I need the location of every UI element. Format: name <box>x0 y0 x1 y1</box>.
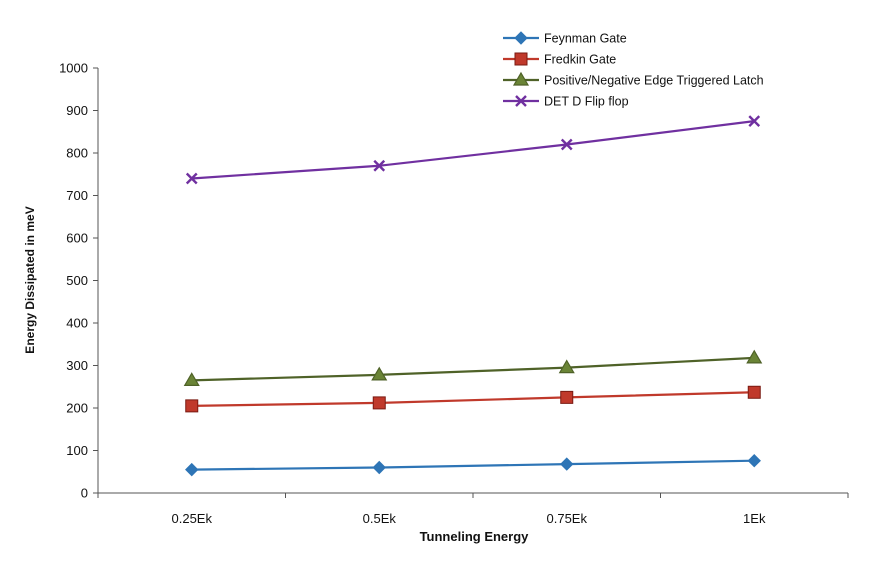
y-tick-label: 800 <box>66 146 88 161</box>
y-tick-label: 100 <box>66 443 88 458</box>
legend-label: Feynman Gate <box>544 32 627 46</box>
data-point <box>185 399 199 413</box>
x-tick-label: 0.25Ek <box>172 511 213 526</box>
legend-label: Fredkin Gate <box>544 53 616 67</box>
data-point <box>185 462 199 477</box>
data-point <box>373 159 386 172</box>
legend-item: Positive/Negative Edge Triggered Latch <box>503 71 764 88</box>
legend: Feynman Gate Fredkin Gate Positive/Negativ… <box>503 31 764 109</box>
data-point <box>748 115 761 127</box>
y-tick-label: 900 <box>66 103 88 118</box>
data-point <box>560 390 574 404</box>
legend-marker <box>514 31 528 45</box>
data-point <box>372 396 386 410</box>
x-tick-label: 1Ek <box>743 511 766 526</box>
legend-item: DET D Flip flop <box>503 95 629 109</box>
data-point <box>746 349 763 364</box>
series-1 <box>185 453 761 477</box>
data-point <box>747 453 761 468</box>
series-line <box>191 391 755 407</box>
legend-item: Fredkin Gate <box>503 52 616 67</box>
legend-item: Feynman Gate <box>503 31 627 46</box>
legend-label: DET D Flip flop <box>544 95 629 109</box>
x-tick-label: 0.5Ek <box>363 511 397 526</box>
x-axis-title: Tunneling Energy <box>420 529 530 544</box>
data-point <box>558 359 575 374</box>
series-2 <box>185 385 761 413</box>
y-tick-label: 300 <box>66 358 88 373</box>
axes <box>97 68 848 494</box>
data-point <box>560 457 574 471</box>
y-tick-label: 500 <box>66 273 88 288</box>
y-tick-label: 0 <box>81 486 88 501</box>
data-point <box>560 138 573 151</box>
y-tick-label: 400 <box>66 316 88 331</box>
legend-marker <box>515 95 527 107</box>
x-axis-ticks: 0.25Ek 0.5Ek 0.75Ek 1Ek <box>97 493 849 526</box>
y-tick-label: 700 <box>66 188 88 203</box>
y-axis-ticks: 0 100 200 300 400 500 600 700 800 900 1000 <box>59 61 98 501</box>
data-point <box>371 366 388 381</box>
series-line <box>191 459 755 471</box>
legend-label: Positive/Negative Edge Triggered Latch <box>544 74 764 88</box>
legend-marker <box>514 52 528 66</box>
data-point <box>185 172 198 185</box>
series-line <box>191 120 755 180</box>
legend-marker <box>512 71 530 86</box>
x-tick-label: 0.75Ek <box>547 511 588 526</box>
data-point <box>372 460 386 475</box>
data-point <box>183 372 200 386</box>
y-tick-label: 200 <box>66 401 88 416</box>
series-4 <box>185 115 761 185</box>
series-line <box>191 356 755 382</box>
series-layer <box>183 115 763 477</box>
y-tick-label: 600 <box>66 231 88 246</box>
y-axis-title: Energy Dissipated in meV <box>23 206 37 353</box>
y-tick-label: 1000 <box>59 61 88 76</box>
data-point <box>747 385 761 399</box>
series-3 <box>183 349 763 386</box>
